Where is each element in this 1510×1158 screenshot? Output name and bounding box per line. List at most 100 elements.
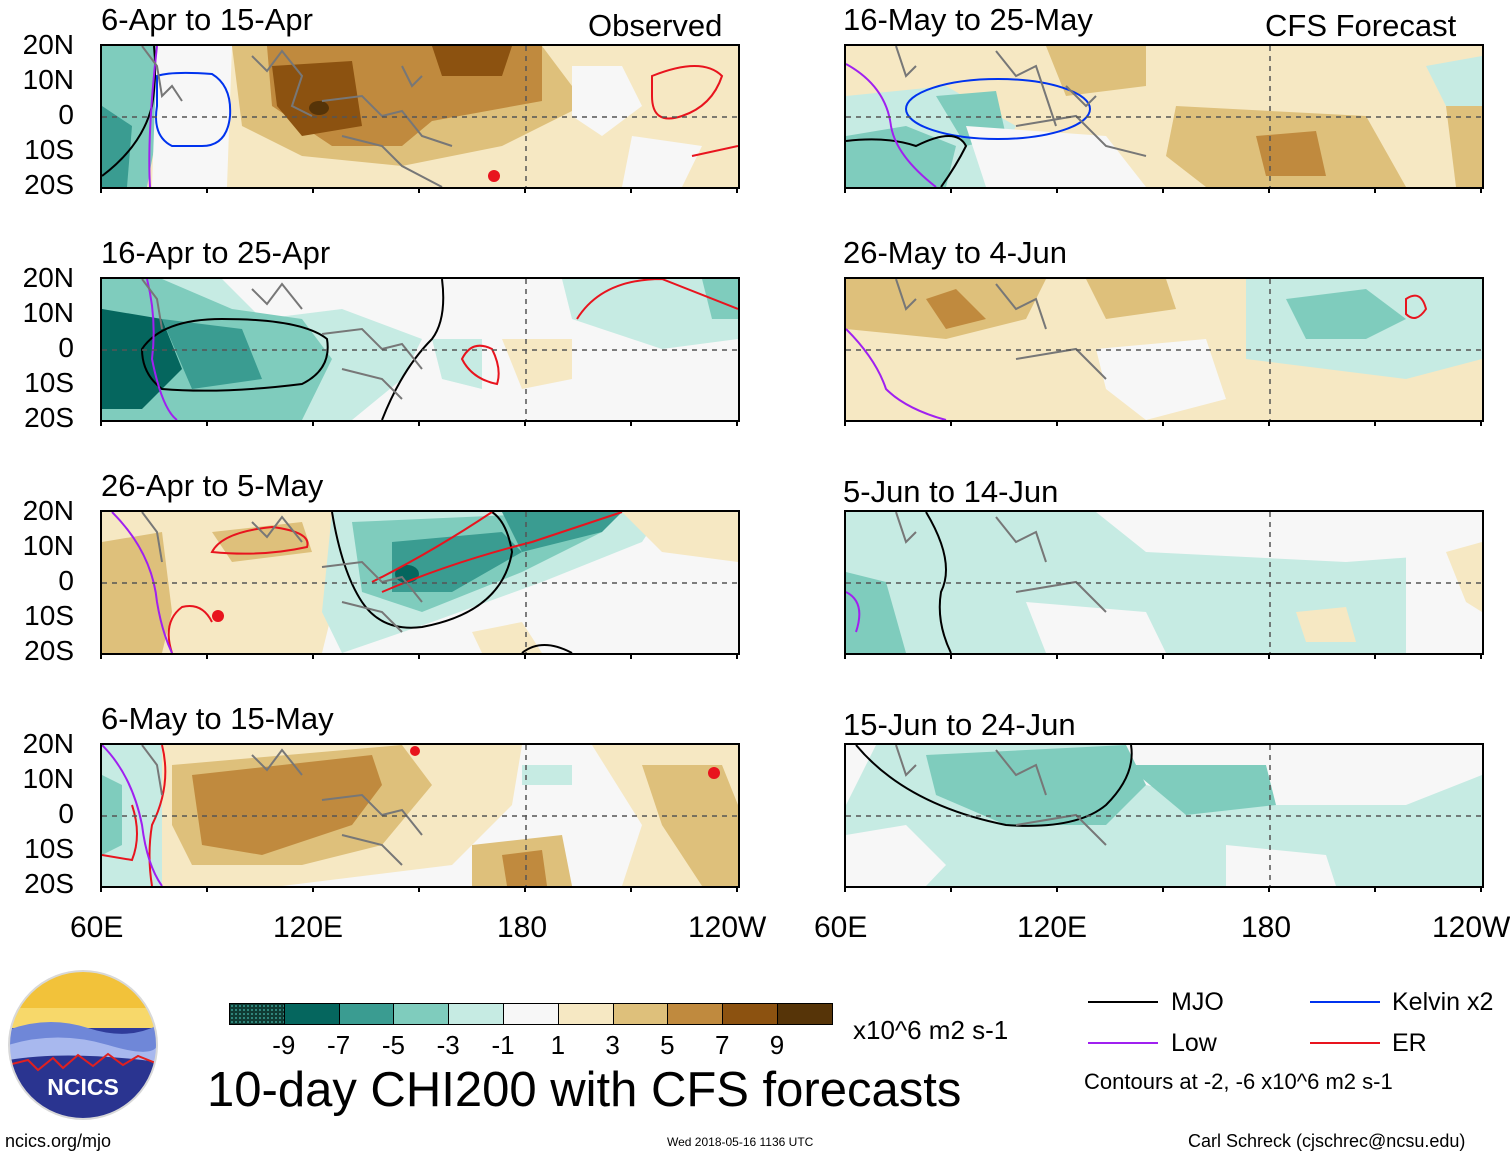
map-panel-forecast-4 bbox=[844, 743, 1484, 888]
legend-line-kelvin bbox=[1310, 1001, 1380, 1003]
lon-label-180: 180 bbox=[1241, 911, 1292, 944]
axis-tick bbox=[100, 420, 102, 426]
axis-tick bbox=[312, 886, 314, 892]
legend-line-er bbox=[1310, 1042, 1380, 1044]
observed-header: Observed bbox=[588, 8, 723, 43]
legend-note: Contours at -2, -6 x10^6 m2 s-1 bbox=[1084, 1069, 1393, 1094]
axis-tick bbox=[206, 886, 208, 892]
axis-tick bbox=[524, 187, 526, 193]
lat-label: 10S bbox=[24, 833, 74, 864]
colorbar-tick-label: -9 bbox=[272, 1030, 296, 1060]
axis-tick bbox=[1374, 886, 1376, 892]
axis-tick bbox=[100, 653, 102, 659]
colorbar-tick-label: 3 bbox=[605, 1030, 620, 1060]
map-panel-observed-1 bbox=[100, 44, 740, 189]
legend-label-kelvin: Kelvin x2 bbox=[1392, 988, 1494, 1016]
lon-label-180: 180 bbox=[497, 911, 548, 944]
axis-tick bbox=[844, 187, 846, 193]
forecast-header: CFS Forecast bbox=[1265, 8, 1457, 43]
panel-title: 6-Apr to 15-Apr bbox=[101, 2, 313, 37]
axis-tick bbox=[1374, 420, 1376, 426]
lat-label: 20S bbox=[24, 868, 74, 899]
colorbar-swatch bbox=[229, 1003, 285, 1025]
panel-title: 6-May to 15-May bbox=[101, 701, 334, 736]
legend-label-er: ER bbox=[1392, 1029, 1427, 1057]
lat-label: 0 bbox=[58, 332, 74, 363]
axis-tick bbox=[1480, 653, 1482, 659]
axis-tick bbox=[418, 187, 420, 193]
axis-tick bbox=[630, 187, 632, 193]
map-panel-observed-4 bbox=[100, 743, 740, 888]
axis-tick bbox=[206, 187, 208, 193]
panel-title: 5-Jun to 14-Jun bbox=[843, 474, 1059, 509]
axis-tick bbox=[1268, 886, 1270, 892]
axis-tick bbox=[736, 886, 738, 892]
axis-tick bbox=[844, 420, 846, 426]
axis-tick bbox=[950, 420, 952, 426]
lat-label: 10N bbox=[22, 64, 74, 95]
panel-title: 16-May to 25-May bbox=[843, 2, 1093, 37]
ncics-logo: NCICS bbox=[8, 970, 158, 1120]
panel-title: 26-May to 4-Jun bbox=[843, 235, 1067, 270]
colorbar-swatch bbox=[612, 1003, 669, 1025]
map-panel-forecast-1 bbox=[844, 44, 1484, 189]
colorbar-tick-label: -7 bbox=[327, 1030, 351, 1060]
axis-tick bbox=[1268, 420, 1270, 426]
colorbar-swatch bbox=[722, 1003, 778, 1025]
axis-tick bbox=[418, 653, 420, 659]
lon-label-60e: 60E bbox=[814, 911, 868, 944]
colorbar-swatch bbox=[503, 1003, 559, 1025]
lat-label: 20N bbox=[22, 29, 74, 60]
axis-tick bbox=[950, 187, 952, 193]
colorbar-swatch bbox=[283, 1003, 340, 1025]
lat-label: 10S bbox=[24, 134, 74, 165]
axis-tick bbox=[206, 420, 208, 426]
axis-tick bbox=[1056, 420, 1058, 426]
axis-tick bbox=[1056, 187, 1058, 193]
lon-label-120w: 120W bbox=[1432, 911, 1510, 944]
lat-label: 10N bbox=[22, 763, 74, 794]
legend-label-low: Low bbox=[1171, 1029, 1217, 1057]
panel-title: 15-Jun to 24-Jun bbox=[843, 707, 1076, 742]
axis-tick bbox=[630, 653, 632, 659]
footer-credit: Carl Schreck (cjschrec@ncsu.edu) bbox=[1188, 1131, 1466, 1151]
lat-label: 10N bbox=[22, 297, 74, 328]
lat-label: 20N bbox=[22, 495, 74, 526]
axis-tick bbox=[950, 653, 952, 659]
colorbar-tick-label: -5 bbox=[381, 1030, 405, 1060]
axis-tick bbox=[1374, 187, 1376, 193]
axis-tick bbox=[312, 187, 314, 193]
axis-tick bbox=[1374, 653, 1376, 659]
lat-label: 20N bbox=[22, 262, 74, 293]
axis-tick bbox=[630, 420, 632, 426]
colorbar-tick-label: 1 bbox=[550, 1030, 566, 1060]
lon-label-120e: 120E bbox=[1017, 911, 1088, 944]
main-title: 10-day CHI200 with CFS forecasts bbox=[207, 1063, 962, 1117]
axis-tick bbox=[418, 420, 420, 426]
lat-label: 10S bbox=[24, 367, 74, 398]
axis-tick bbox=[950, 886, 952, 892]
axis-tick bbox=[1162, 653, 1164, 659]
colorbar-swatch bbox=[338, 1003, 395, 1025]
colorbar-swatch bbox=[448, 1003, 504, 1025]
lon-label-120w: 120W bbox=[688, 911, 767, 944]
colorbar-tick-label: -3 bbox=[436, 1030, 460, 1060]
legend-line-low bbox=[1088, 1042, 1158, 1044]
lat-label: 20N bbox=[22, 728, 74, 759]
colorbar-tick-label: 7 bbox=[714, 1030, 730, 1060]
axis-tick bbox=[1056, 886, 1058, 892]
axis-tick bbox=[1162, 187, 1164, 193]
lat-label: 0 bbox=[58, 99, 74, 130]
lat-label: 0 bbox=[58, 798, 74, 829]
axis-tick bbox=[1480, 886, 1482, 892]
colorbar-tick-label: 5 bbox=[660, 1030, 675, 1060]
map-panel-observed-2 bbox=[100, 277, 740, 422]
colorbar-swatch bbox=[667, 1003, 724, 1025]
panel-title: 16-Apr to 25-Apr bbox=[101, 235, 331, 270]
axis-tick bbox=[100, 886, 102, 892]
panel-title: 26-Apr to 5-May bbox=[101, 468, 324, 503]
axis-tick bbox=[844, 653, 846, 659]
axis-tick bbox=[524, 420, 526, 426]
axis-tick bbox=[524, 886, 526, 892]
axis-tick bbox=[1056, 653, 1058, 659]
